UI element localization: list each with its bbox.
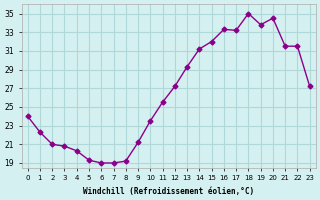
X-axis label: Windchill (Refroidissement éolien,°C): Windchill (Refroidissement éolien,°C) — [83, 187, 254, 196]
